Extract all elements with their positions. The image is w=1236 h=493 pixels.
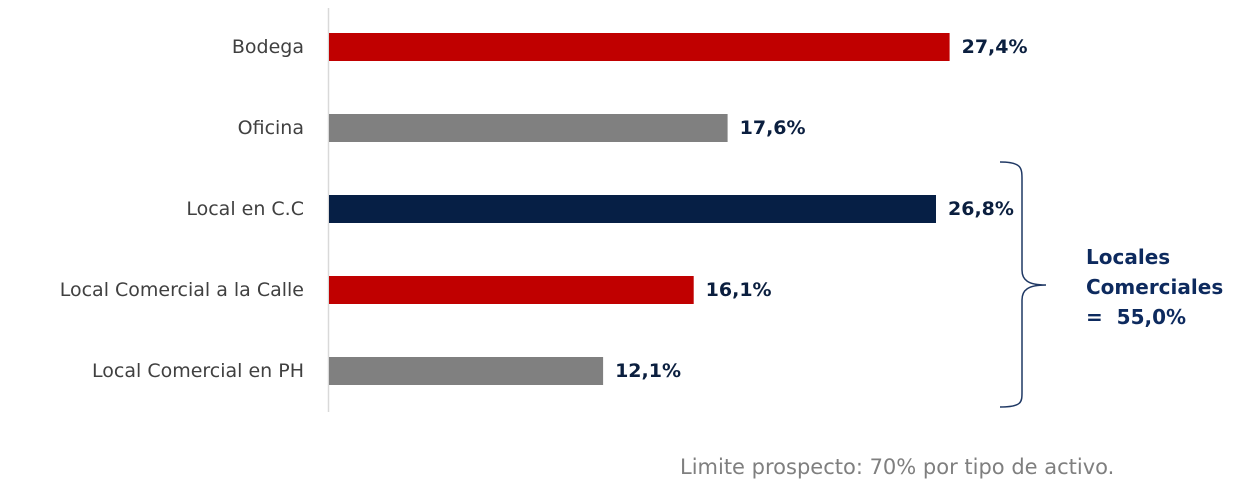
value-label-2: 26,8% [948,198,1014,220]
value-label-3: 16,1% [706,279,772,301]
bar-1 [329,114,728,142]
group-annotation-line-2: Comerciales [1086,275,1224,299]
group-annotation-line-1: Locales [1086,245,1171,269]
category-label-3: Local Comercial a la Calle [60,279,304,301]
category-label-0: Bodega [232,36,304,58]
category-label-2: Local en C.C [186,198,304,220]
value-label-4: 12,1% [615,360,681,382]
group-annotation: Locales Comerciales = 55,0% [1086,242,1236,332]
bar-2 [329,195,936,223]
category-label-4: Local Comercial en PH [92,360,304,382]
group-bracket [999,161,1047,408]
value-label-1: 17,6% [740,117,806,139]
bar-4 [329,357,604,385]
category-label-1: Oficina [238,117,304,139]
bar-3 [329,276,694,304]
value-label-0: 27,4% [962,36,1028,58]
bar-0 [329,33,950,61]
footnote: Limite prospecto: 70% por tipo de activo… [680,455,1115,479]
group-annotation-line-3: = 55,0% [1086,305,1187,329]
bars-layer: Bodega 27,4% Oficina 17,6% Local en C.C 26,8%… [60,33,1028,385]
